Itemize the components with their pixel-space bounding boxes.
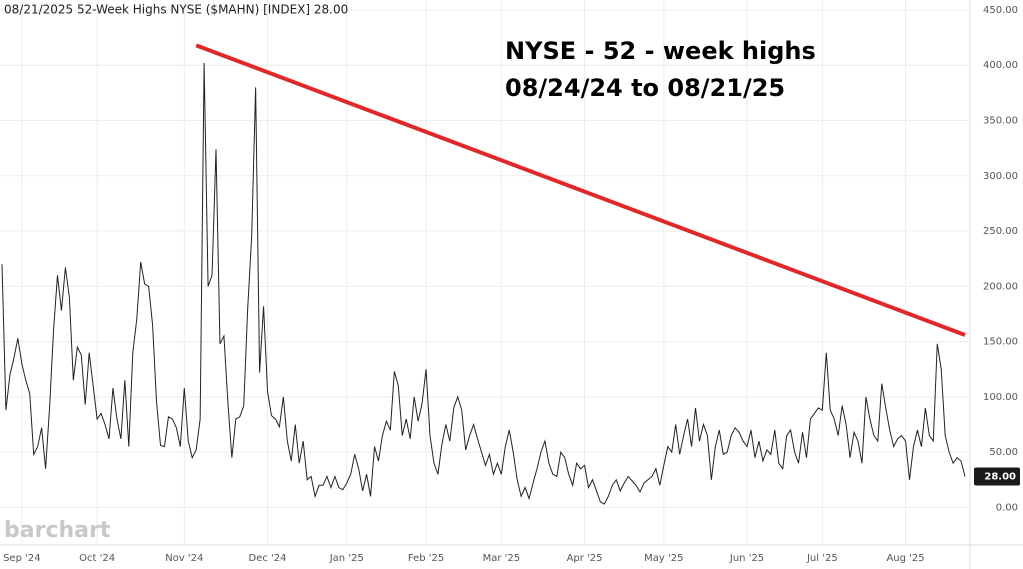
annotation: 08/24/24 to 08/21/25 (505, 74, 785, 102)
trend-line (195, 43, 966, 337)
x-tick-label: Jul '25 (806, 553, 838, 564)
x-tick-label: Nov '24 (165, 553, 203, 564)
x-tick-label: Jan '25 (329, 553, 364, 564)
x-tick-label: Apr '25 (567, 553, 603, 564)
series-line (1, 63, 966, 505)
y-tick-label: 0.00 (996, 502, 1018, 513)
y-tick-label: 200.00 (983, 281, 1018, 292)
y-tick-label: 100.00 (983, 392, 1018, 403)
chart-title: 08/21/2025 52-Week Highs NYSE ($MAHN) [I… (4, 3, 348, 17)
y-tick-label: 150.00 (983, 337, 1018, 348)
x-tick-label: Sep '24 (3, 553, 41, 564)
y-tick-label: 350.00 (983, 115, 1018, 126)
x-tick-label: Oct '24 (79, 553, 115, 564)
y-tick-label: 300.00 (983, 171, 1018, 182)
x-tick-label: Feb '25 (408, 553, 444, 564)
x-tick-label: Mar '25 (483, 553, 521, 564)
last-value-box (974, 467, 1020, 486)
watermark: barchart (4, 518, 111, 543)
y-tick-label: 450.00 (983, 5, 1018, 16)
x-tick-label: Dec '24 (249, 553, 287, 564)
x-tick-label: Aug '25 (886, 553, 924, 564)
x-tick-label: May '25 (644, 553, 683, 564)
y-tick-label: 250.00 (983, 226, 1018, 237)
y-tick-label: 400.00 (983, 60, 1018, 71)
annotation: NYSE - 52 - week highs (505, 37, 816, 65)
last-value-label: 28.00 (984, 471, 1016, 482)
x-tick-label: Jun '25 (729, 553, 764, 564)
y-tick-label: 50.00 (989, 447, 1018, 458)
